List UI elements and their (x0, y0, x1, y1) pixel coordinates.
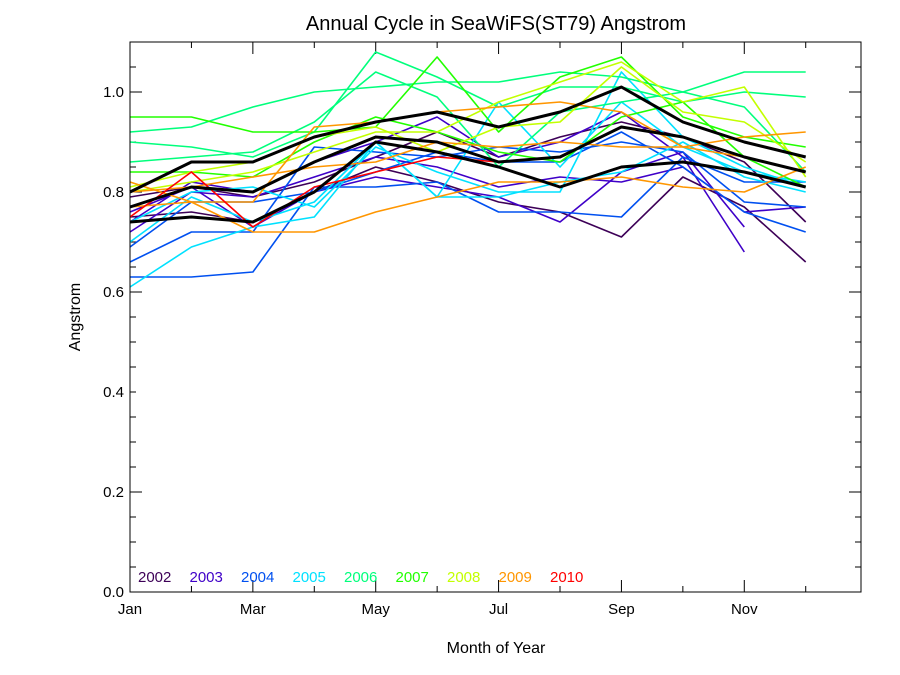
series-line (129, 71, 806, 223)
series-line (129, 141, 806, 288)
axis-ticks (129, 41, 861, 593)
x-tick-label: Nov (731, 601, 758, 618)
series-line (129, 166, 807, 233)
series-line (129, 141, 806, 193)
series-line (129, 61, 807, 193)
x-tick-label: Jan (118, 601, 142, 618)
series-line (129, 51, 806, 158)
series-line (129, 140, 807, 224)
y-tick-labels: 0.0 0.2 0.4 0.6 0.8 1.0 (103, 84, 124, 601)
series-line (130, 101, 807, 188)
series-line (129, 101, 806, 208)
series-line (129, 66, 807, 188)
y-tick-label: 0.6 (103, 284, 124, 301)
x-tick-labels: Jan Mar May Jul Sep Nov (118, 601, 758, 618)
plot-frame (129, 41, 862, 593)
legend-entry: 2008 (447, 569, 480, 586)
series-line (129, 85, 807, 194)
y-tick-label: 1.0 (103, 84, 124, 101)
series-layer (129, 51, 807, 288)
legend-entry: 2004 (241, 569, 274, 586)
series-line (129, 125, 807, 209)
series-line (129, 71, 807, 173)
y-tick-label: 0.2 (103, 484, 124, 501)
y-tick-label: 0.0 (103, 584, 124, 601)
x-tick-label: Jul (489, 601, 508, 618)
legend-entry: 2003 (190, 569, 223, 586)
series-line (129, 71, 806, 133)
series-line (130, 56, 806, 148)
legend: 2002 2003 2004 2005 2006 2007 2008 2009 2010 (138, 569, 583, 586)
legend-entry: 2002 (138, 569, 171, 586)
chart-title: Annual Cycle in SeaWiFS(ST79) Angstrom (306, 13, 686, 35)
y-tick-label: 0.8 (103, 184, 124, 201)
legend-entry: 2009 (499, 569, 532, 586)
x-tick-label: May (362, 601, 391, 618)
legend-entry: 2006 (344, 569, 377, 586)
series-line (129, 156, 561, 228)
legend-entry: 2005 (293, 569, 326, 586)
y-axis-label: Angstrom (67, 283, 84, 351)
legend-entry: 2010 (550, 569, 583, 586)
legend-entry: 2007 (396, 569, 429, 586)
x-tick-label: Sep (608, 601, 635, 618)
x-tick-label: Mar (240, 601, 266, 618)
y-tick-label: 0.4 (103, 384, 124, 401)
x-axis-label: Month of Year (447, 640, 546, 657)
